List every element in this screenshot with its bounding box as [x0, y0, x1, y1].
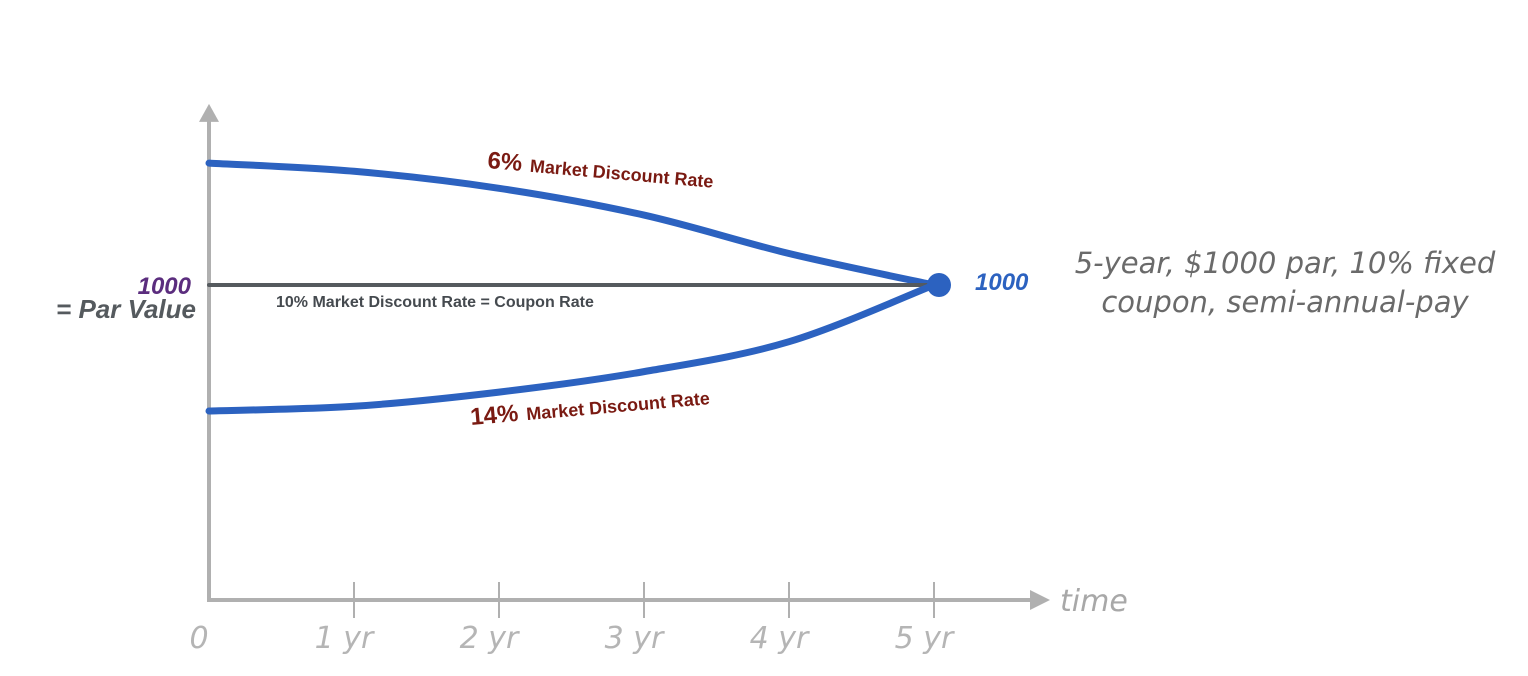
rate-14-pct: 14%	[469, 400, 519, 431]
svg-text:6%Market Discount Rate: 6% Market Discount Rate	[486, 147, 714, 194]
x-tick-label: 4 yr	[750, 621, 810, 656]
x-axis-title: time	[1060, 584, 1128, 619]
x-tick-label: 1 yr	[315, 621, 375, 656]
rate-14-text: Market Discount Rate	[525, 388, 710, 424]
par-value-label: = Par Value	[56, 294, 196, 324]
axes	[199, 103, 1050, 610]
maturity-point	[927, 273, 951, 297]
x-tick-label: 5 yr	[895, 621, 955, 656]
maturity-value-label: 1000	[975, 269, 1029, 296]
bond-description-line2: coupon, semi-annual-pay	[1101, 285, 1469, 319]
x-tick-label: 3 yr	[605, 621, 665, 656]
x-tick-label: 2 yr	[460, 621, 520, 656]
series-6pct-curve	[205, 159, 938, 289]
rate-label-6pct: 6% Market Discount Rate	[486, 147, 714, 194]
x-axis-arrow	[1030, 590, 1050, 610]
par-value-number: 1000	[138, 273, 192, 300]
bond-description-line1: 5-year, $1000 par, 10% fixed	[1075, 246, 1496, 280]
rate-6-text: Market Discount Rate	[529, 156, 714, 192]
coupon-rate-line-label: 10% Market Discount Rate = Coupon Rate	[276, 294, 594, 311]
x-ticks: 0 1 yr 2 yr 3 yr 4 yr 5 yr	[189, 582, 955, 656]
x-tick-label: 0	[189, 621, 208, 656]
y-axis-arrow	[199, 103, 219, 122]
rate-6-pct: 6%	[486, 147, 523, 177]
series-14pct-curve	[205, 281, 938, 415]
series-lines	[205, 159, 951, 415]
